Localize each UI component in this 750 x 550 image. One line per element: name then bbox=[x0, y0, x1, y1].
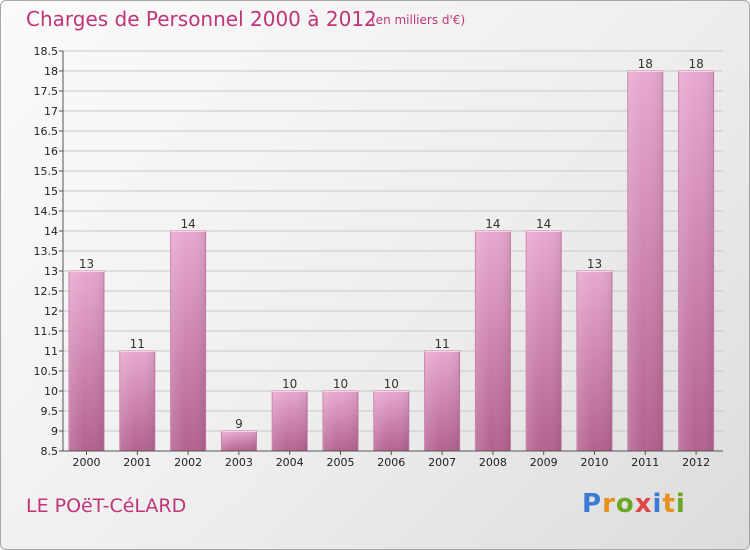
bar-shine bbox=[272, 391, 308, 451]
chart-subtitle: (en milliers d'€) bbox=[371, 13, 466, 27]
y-tick-label: 9 bbox=[51, 425, 58, 438]
y-tick-label: 12 bbox=[44, 305, 58, 318]
y-tick-label: 17 bbox=[44, 105, 58, 118]
data-label: 14 bbox=[180, 217, 195, 231]
data-label: 10 bbox=[282, 377, 297, 391]
y-tick-label: 15.5 bbox=[34, 165, 59, 178]
bar-shine bbox=[627, 71, 663, 451]
x-tick-label: 2001 bbox=[123, 456, 151, 469]
data-label: 18 bbox=[638, 57, 653, 71]
bar-shine bbox=[373, 391, 409, 451]
bar-shine bbox=[678, 71, 714, 451]
x-tick-label: 2009 bbox=[530, 456, 558, 469]
bar-shine bbox=[475, 231, 511, 451]
chart-title: Charges de Personnel 2000 à 2012 bbox=[26, 7, 377, 31]
brand-letter: r bbox=[602, 489, 616, 519]
x-tick-label: 2000 bbox=[73, 456, 101, 469]
y-tick-label: 17.5 bbox=[34, 85, 59, 98]
y-tick-label: 9.5 bbox=[41, 405, 59, 418]
y-tick-label: 15 bbox=[44, 185, 58, 198]
data-label: 9 bbox=[235, 417, 243, 431]
bar-shine bbox=[69, 271, 104, 451]
data-label: 11 bbox=[130, 337, 145, 351]
x-tick-label: 2010 bbox=[581, 456, 609, 469]
bar-shine bbox=[577, 271, 612, 451]
y-tick-label: 14.5 bbox=[34, 205, 59, 218]
y-tick-label: 12.5 bbox=[34, 285, 59, 298]
y-tick-label: 18.5 bbox=[34, 45, 59, 58]
bar-shine bbox=[424, 351, 460, 451]
y-tick-label: 13 bbox=[44, 265, 58, 278]
y-tick-label: 16.5 bbox=[34, 125, 59, 138]
y-tick-label: 10 bbox=[44, 385, 58, 398]
y-tick-label: 11.5 bbox=[34, 325, 59, 338]
bar-shine bbox=[170, 231, 206, 451]
x-tick-label: 2011 bbox=[631, 456, 659, 469]
axes: 8.5 9 9.5 10 10.5 11 11.5 12 12.5 13 13.5 14 14.5 15 1… bbox=[34, 45, 723, 469]
data-label: 14 bbox=[485, 217, 500, 231]
data-label: 10 bbox=[333, 377, 348, 391]
y-tick-label: 10.5 bbox=[34, 365, 59, 378]
brand-letter: i bbox=[652, 489, 663, 519]
bar-shine bbox=[119, 351, 155, 451]
brand-logo[interactable]: Proxiti bbox=[582, 489, 686, 519]
x-tick-label: 2004 bbox=[276, 456, 304, 469]
x-tick-label: 2003 bbox=[225, 456, 253, 469]
bar-shine bbox=[526, 231, 562, 451]
data-label: 10 bbox=[384, 377, 399, 391]
y-tick-label: 11 bbox=[44, 345, 58, 358]
data-label: 18 bbox=[688, 57, 703, 71]
x-tick-label: 2005 bbox=[327, 456, 355, 469]
y-tick-label: 18 bbox=[44, 65, 58, 78]
y-tick-label: 8.5 bbox=[41, 445, 59, 458]
bar-shine bbox=[221, 431, 257, 451]
brand-letter: o bbox=[615, 489, 635, 519]
y-tick-label: 16 bbox=[44, 145, 58, 158]
bars: 13 11 14 9 10 10 10 11 14 14 13 18 18 bbox=[68, 57, 715, 452]
x-tick-label: 2006 bbox=[377, 456, 405, 469]
brand-letter: i bbox=[675, 489, 686, 519]
x-tick-label: 2007 bbox=[428, 456, 456, 469]
data-label: 11 bbox=[434, 337, 449, 351]
town-name: LE POëT-CéLARD bbox=[26, 495, 187, 517]
x-tick-label: 2012 bbox=[682, 456, 710, 469]
data-label: 13 bbox=[587, 257, 602, 271]
brand-letter: x bbox=[634, 489, 653, 519]
x-tick-label: 2002 bbox=[174, 456, 202, 469]
y-tick-label: 14 bbox=[44, 225, 58, 238]
data-label: 13 bbox=[79, 257, 94, 271]
data-label: 14 bbox=[536, 217, 551, 231]
bar-shine bbox=[323, 391, 358, 451]
x-tick-label: 2008 bbox=[479, 456, 507, 469]
y-tick-label: 13.5 bbox=[34, 245, 59, 258]
brand-letter: P bbox=[582, 489, 603, 519]
brand-letter: t bbox=[662, 489, 676, 519]
